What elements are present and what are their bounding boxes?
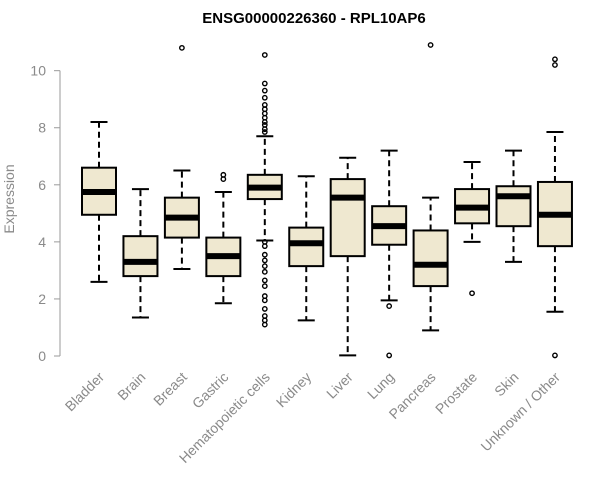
x-tick-label: Bladder [62,369,108,415]
outlier-point [386,303,393,309]
outlier-point [261,263,268,270]
box-bladder [81,121,117,283]
outlier-point [261,126,268,133]
outlier-point [261,80,268,87]
x-tick-label: Prostate [432,369,480,417]
outlier-point [261,306,268,312]
x-tick-label: Brain [114,369,148,403]
outlier-point [261,257,268,264]
outlier-point [220,171,227,178]
box-gastric [205,171,242,305]
box-pancreas [412,42,449,332]
x-tick-label: Kidney [273,369,315,411]
y-tick-label: 10 [30,63,46,79]
x-tick-label: Skin [491,369,522,400]
outlier-point [552,62,558,68]
box-skin [495,149,532,263]
y-tick-label: 4 [38,234,46,250]
y-tick-label: 0 [38,348,46,364]
outlier-point [427,42,434,48]
iqr-box [122,235,159,278]
y-tick-label: 8 [38,120,46,136]
outlier-point [261,119,268,125]
outlier-point [552,352,558,359]
x-tick-label: Lung [364,369,397,402]
iqr-box [288,226,325,268]
outlier-point [386,352,393,359]
y-axis-title: Expression [1,164,17,233]
iqr-box [329,178,366,258]
outlier-point [261,94,268,101]
box-hematopoietic-cells [246,52,283,328]
outlier-point [261,277,268,284]
outlier-point [261,283,268,289]
outlier-point [261,321,268,328]
iqr-box [412,229,449,288]
outlier-point [261,243,268,250]
box-prostate [454,160,491,297]
y-tick-label: 2 [38,291,46,307]
boxes-layer [81,42,573,359]
outlier-point [261,297,268,304]
outlier-point [552,56,558,63]
outlier-point [261,251,268,258]
box-brain [122,188,159,319]
box-kidney [288,175,325,322]
y-axis: 0 2 4 6 8 10 [30,63,61,364]
outlier-point [261,129,268,135]
outlier-point [261,87,268,94]
x-tick-label: Breast [150,369,190,409]
y-tick-label: 6 [38,177,46,193]
x-tick-label: Unknown / Other [477,369,563,455]
iqr-box [495,185,532,228]
x-tick-label: Liver [323,369,356,402]
outlier-point [261,52,268,58]
outlier-point [178,44,185,51]
outlier-point [261,268,268,275]
box-lung [371,149,408,359]
outlier-point [469,290,475,297]
chart-title: ENSG00000226360 - RPL10AP6 [202,10,425,27]
box-breast [163,44,200,270]
box-liver [329,156,366,357]
box-unknown-other [536,56,573,359]
